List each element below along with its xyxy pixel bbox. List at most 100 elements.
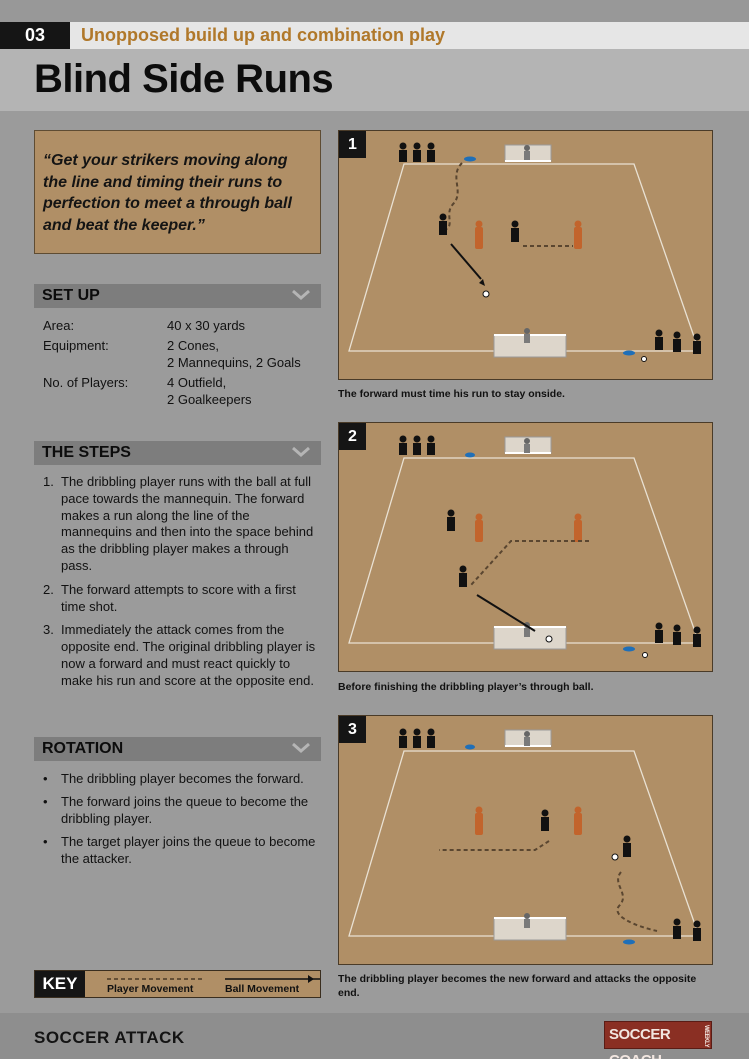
setup-value: 2 Mannequins, 2 Goals	[167, 355, 301, 370]
pitch-drawing	[348, 435, 701, 658]
diagram-number: 2	[339, 423, 366, 450]
page-title: Blind Side Runs	[34, 57, 334, 101]
cone	[465, 452, 475, 458]
setup-value: 4 Outfield,	[167, 375, 227, 390]
diagram-caption: The forward must time his run to stay on…	[338, 388, 565, 400]
step-item: 1. The dribbling player runs with the bal…	[43, 474, 323, 575]
ball	[611, 853, 619, 861]
section-bar: 03 Unopposed build up and combination pl…	[0, 22, 749, 49]
arrow-head-icon	[479, 279, 485, 286]
pitch-outline	[348, 750, 700, 937]
rotation-item: • The forward joins the queue to become t…	[43, 793, 323, 827]
diagram-number: 3	[339, 716, 366, 743]
pitch-drawing	[348, 728, 701, 945]
diagram-2: 2	[338, 422, 713, 672]
player-movement-label: Player Movement	[107, 983, 194, 995]
forward-player	[459, 565, 467, 587]
steps-header[interactable]: THE STEPS	[34, 441, 321, 465]
rotation-header[interactable]: ROTATION	[34, 737, 321, 761]
diagram-3: 3	[338, 715, 713, 965]
pitch-drawing	[348, 142, 701, 362]
dribbling-player	[623, 835, 631, 857]
setup-label: Area:	[43, 318, 75, 333]
cone	[465, 744, 475, 750]
arrow-head-icon	[308, 975, 314, 983]
player-movement-path	[446, 162, 463, 230]
step-text: The dribbling player runs with the ball …	[61, 474, 314, 573]
setup-value: 2 Cones,	[167, 338, 220, 353]
rotation-text: The target player joins the queue to bec…	[61, 834, 316, 866]
footer: SOCCER ATTACK SOCCER COACH WEEKLY	[0, 1013, 749, 1059]
queue-players	[399, 142, 435, 162]
goalkeeper	[524, 438, 530, 453]
section-subtitle: Unopposed build up and combination play	[81, 25, 445, 45]
bullet: •	[43, 834, 48, 849]
ball-movement-label: Ball Movement	[225, 983, 300, 995]
setup-header[interactable]: SET UP	[34, 284, 321, 308]
rotation-text: The dribbling player becomes the forward…	[61, 771, 304, 786]
setup-heading: SET UP	[42, 287, 100, 304]
setup-row: Area: 40 x 30 yards	[43, 317, 321, 334]
bullet: •	[43, 794, 48, 809]
mannequin	[574, 806, 582, 835]
pitch-outline	[348, 163, 700, 352]
ball-movement-path	[450, 243, 482, 280]
diagram-1: 1	[338, 130, 713, 380]
queue-players	[673, 918, 701, 941]
diagram-caption: Before finishing the dribbling player’s …	[338, 681, 594, 693]
goalkeeper	[524, 145, 530, 160]
goal-bottom	[493, 917, 567, 941]
step-number: 2.	[43, 581, 54, 597]
player-movement-path	[439, 840, 550, 851]
chevron-down-icon	[292, 446, 310, 457]
mannequin	[475, 220, 483, 249]
footer-brand: SOCCER ATTACK	[34, 1028, 185, 1047]
step-text: The forward attempts to score with a fir…	[61, 581, 296, 614]
setup-value: 2 Goalkeepers	[167, 392, 252, 407]
rotation-list: • The dribbling player becomes the forwar…	[43, 770, 323, 873]
key-legend: KEY Player Movement Ball Movement	[34, 970, 321, 998]
ball	[641, 356, 647, 362]
step-number: 1.	[43, 474, 54, 489]
cone	[464, 156, 476, 162]
goalkeeper	[524, 913, 530, 928]
ball	[642, 652, 648, 658]
setup-label: Equipment:	[43, 338, 109, 353]
soccer-coach-logo: SOCCER COACH WEEKLY	[604, 1021, 712, 1059]
queue-players	[655, 622, 701, 647]
step-text: Immediately the attack comes from the op…	[61, 622, 316, 688]
rotation-text: The forward joins the queue to become th…	[61, 794, 309, 826]
steps-list: 1. The dribbling player runs with the bal…	[43, 474, 323, 697]
goal-bottom	[493, 334, 567, 358]
setup-list: Area: 40 x 30 yards Equipment: 2 Cones, 2…	[43, 317, 321, 411]
queue-players	[399, 435, 435, 455]
title-bar: Blind Side Runs	[0, 49, 749, 111]
setup-row: No. of Players: 4 Outfield, 2 Goalkeepers	[43, 374, 321, 408]
pitch-outline	[348, 457, 700, 644]
step-item: 2. The forward attempts to score with a f…	[43, 582, 323, 616]
cone	[623, 646, 635, 652]
mannequin	[574, 220, 582, 249]
diagram-caption: The dribbling player becomes the new for…	[338, 973, 697, 999]
cone	[623, 350, 635, 356]
diagram-number: 1	[339, 131, 366, 158]
steps-heading: THE STEPS	[42, 444, 131, 461]
forward-player	[511, 220, 519, 242]
key-label: KEY	[35, 971, 85, 997]
rotation-item: • The dribbling player becomes the forwar…	[43, 770, 323, 787]
section-number: 03	[0, 22, 70, 49]
queue-players	[399, 728, 435, 748]
logo-text: SOCCER COACH	[609, 1026, 671, 1059]
chevron-down-icon	[292, 742, 310, 753]
bullet: •	[43, 771, 48, 786]
goalkeeper	[524, 731, 530, 746]
setup-value: 40 x 30 yards	[167, 318, 246, 333]
chevron-down-icon	[292, 289, 310, 300]
queue-players	[655, 329, 701, 354]
step-number: 3.	[43, 622, 54, 638]
quote-box: “Get your strikers moving along the line…	[34, 130, 321, 254]
setup-label: No. of Players:	[43, 375, 129, 390]
mannequin	[475, 513, 483, 542]
rotation-heading: ROTATION	[42, 740, 124, 757]
target-player	[447, 509, 455, 531]
